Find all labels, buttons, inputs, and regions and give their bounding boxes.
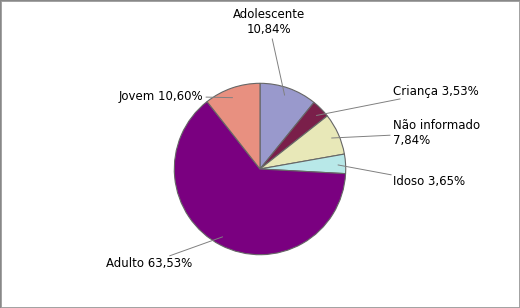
Text: Adolescente
10,84%: Adolescente 10,84% — [232, 8, 305, 95]
Wedge shape — [260, 154, 346, 174]
Wedge shape — [260, 103, 327, 169]
Text: Não informado
7,84%: Não informado 7,84% — [332, 119, 480, 147]
Wedge shape — [174, 102, 346, 255]
Text: Idoso 3,65%: Idoso 3,65% — [338, 165, 465, 188]
Text: Adulto 63,53%: Adulto 63,53% — [106, 237, 223, 270]
Wedge shape — [207, 83, 260, 169]
Text: Jovem 10,60%: Jovem 10,60% — [119, 90, 232, 103]
Wedge shape — [260, 116, 344, 169]
Text: Criança 3,53%: Criança 3,53% — [316, 85, 478, 116]
Wedge shape — [260, 83, 314, 169]
